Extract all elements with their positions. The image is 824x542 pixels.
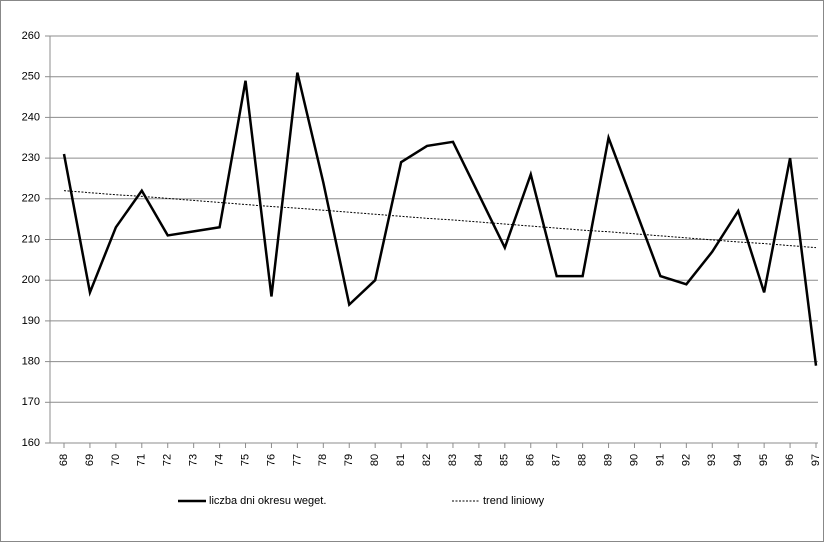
x-tick-label: 70 [110,454,122,466]
legend-label: trend liniowy [483,495,545,507]
data-line [62,72,818,366]
y-tick-label: 220 [22,193,40,205]
x-tick-label: 68 [58,454,70,466]
x-tick-label: 93 [706,454,718,466]
y-tick-label: 250 [22,71,40,83]
x-tick-label: 83 [447,454,459,466]
trend-line [63,190,817,249]
x-tick-label: 69 [84,454,96,466]
x-tick-label: 96 [784,454,796,466]
x-tick-label: 74 [213,454,225,466]
x-tick-label: 80 [369,454,381,466]
y-tick-label: 160 [22,437,40,449]
x-tick-label: 71 [136,454,148,466]
x-tick-label: 91 [654,454,666,466]
x-tick-label: 82 [421,454,433,466]
y-tick-label: 210 [22,233,40,245]
x-tick-label: 94 [732,454,744,466]
x-tick-label: 81 [395,454,407,466]
x-tick-label: 89 [602,454,614,466]
x-tick-label: 85 [499,454,511,466]
y-tick-label: 180 [22,356,40,368]
x-tick-label: 73 [188,454,200,466]
x-tick-label: 97 [810,454,822,466]
x-tick-label: 95 [758,454,770,466]
y-tick-label: 230 [22,152,40,164]
y-tick-label: 190 [22,315,40,327]
x-tick-label: 92 [680,454,692,466]
x-tick-label: 90 [628,454,640,466]
y-tick-label: 260 [22,30,40,42]
y-tick-label: 200 [22,274,40,286]
x-tick-label: 77 [291,454,303,466]
y-tick-label: 170 [22,396,40,408]
x-tick-label: 88 [577,454,589,466]
x-tick-label: 75 [239,454,251,466]
x-tick-label: 78 [317,454,329,466]
x-tick-label: 76 [265,454,277,466]
x-tick-label: 72 [162,454,174,466]
legend-label: liczba dni okresu weget. [209,495,326,507]
x-tick-label: 87 [551,454,563,466]
x-tick-label: 86 [525,454,537,466]
x-tick-label: 79 [343,454,355,466]
y-tick-label: 240 [22,111,40,123]
x-tick-label: 84 [473,454,485,466]
